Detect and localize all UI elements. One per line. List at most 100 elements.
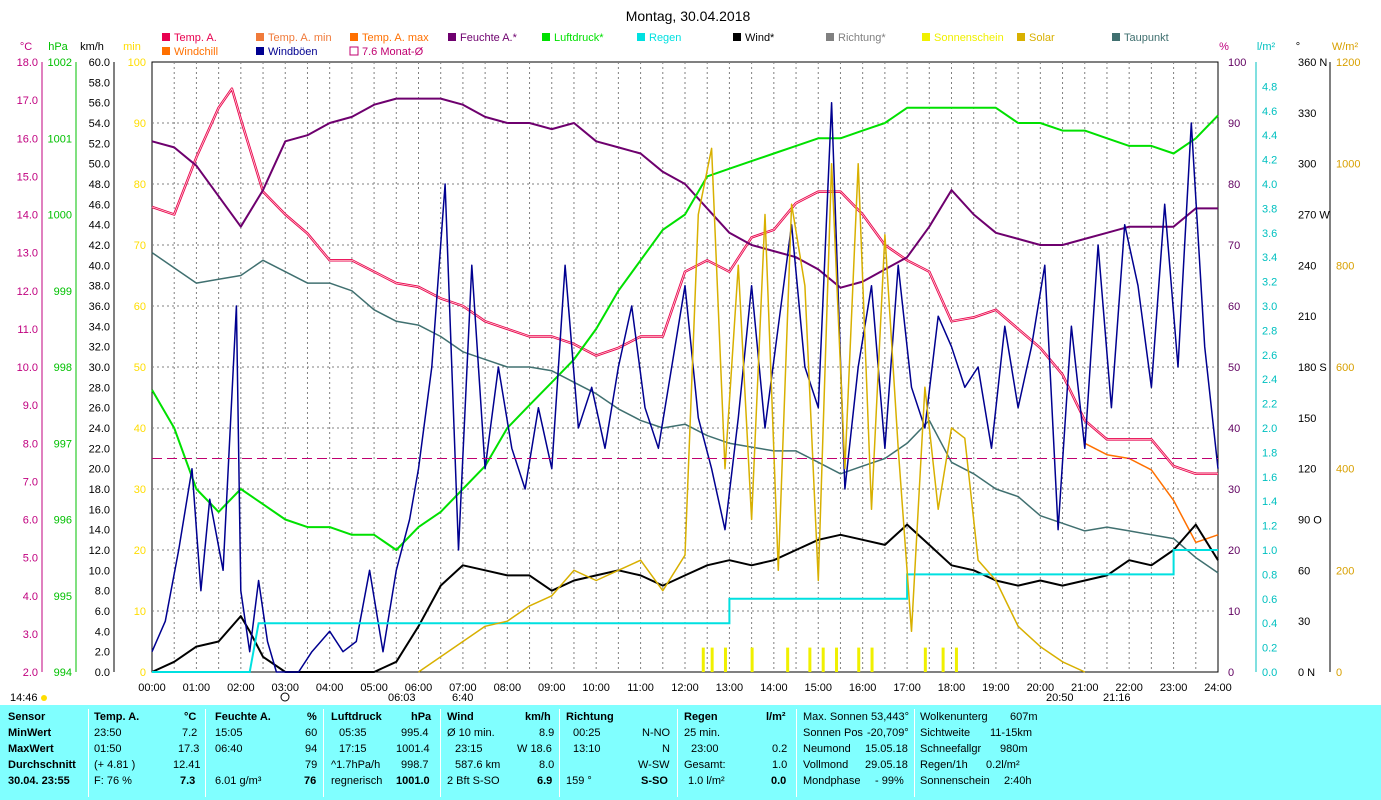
tick-wm2: 600: [1336, 362, 1354, 374]
press-max-value: 1001.4: [396, 743, 430, 755]
axis-unit: hPa: [48, 41, 68, 53]
marker-left-time: 14:46: [10, 692, 38, 704]
tick-hpa: 1001: [48, 133, 72, 145]
legend-swatch: [733, 33, 741, 41]
tick-time: 20:00: [1027, 682, 1055, 694]
tick-time: 19:00: [982, 682, 1010, 694]
tick-pct: 100: [1228, 57, 1246, 69]
tick-temp: 15.0: [17, 171, 38, 183]
sun-r3a: Neumond: [803, 743, 851, 755]
tick-lm2: 2.0: [1262, 423, 1277, 435]
tick-lm2: 0.8: [1262, 569, 1277, 581]
legend-swatch: [1017, 33, 1025, 41]
axis-unit: W/m²: [1332, 41, 1359, 53]
sunshine-bar: [786, 647, 790, 672]
press-min-time: 05:35: [339, 727, 367, 739]
tick-temp: 6.0: [23, 515, 38, 527]
tick-kmh: 0.0: [95, 667, 110, 679]
temp-min-value: 7.2: [182, 727, 198, 739]
tick-temp: 10.0: [17, 362, 38, 374]
temp-max-time: 01:50: [94, 743, 122, 755]
wind-unit: km/h: [525, 711, 551, 723]
tick-deg: 180 S: [1298, 362, 1327, 374]
hum-min-time: 15:05: [215, 727, 243, 739]
misc-r2a: Sichtweite: [920, 727, 971, 739]
sensor-header: Sensor: [8, 711, 46, 723]
tick-pct: 50: [1228, 362, 1240, 374]
tick-kmh: 16.0: [89, 504, 110, 516]
legend-label: Richtung*: [838, 32, 886, 44]
tick-lm2: 1.8: [1262, 447, 1277, 459]
tick-kmh: 2.0: [95, 647, 110, 659]
legend-label: Regen: [649, 32, 681, 44]
tick-kmh: 46.0: [89, 199, 110, 211]
legend-swatch: [542, 33, 550, 41]
tick-kmh: 52.0: [89, 138, 110, 150]
sun-r1b: 53,443°: [871, 711, 910, 723]
axes: 18.0 17.0 16.0 15.0 14.0 13.0 12.0 11.0 10.0 9.0 8…: [17, 57, 1361, 694]
tick-temp: 9.0: [23, 400, 38, 412]
misc-r5a: Sonnenschein: [920, 775, 990, 787]
divider: [205, 709, 206, 797]
sunshine-bar: [954, 647, 958, 672]
tick-kmh: 56.0: [89, 98, 110, 110]
series-windchill: [1084, 442, 1219, 544]
series-layer: [151, 87, 1219, 673]
wind-r1b: 8.9: [539, 727, 555, 739]
temp-avg-value: 12.41: [173, 759, 201, 771]
tick-min: 0: [140, 667, 146, 679]
hum-header: Feuchte A.: [215, 711, 271, 723]
wind-r3b: 8.0: [539, 759, 555, 771]
tick-temp: 2.0: [23, 667, 38, 679]
temp-feel-value: 7.3: [180, 775, 196, 787]
legend-swatch: [349, 46, 359, 56]
series-feuchte-a: [151, 97, 1218, 289]
legend-swatch: [350, 33, 358, 41]
tick-min: 100: [128, 57, 146, 69]
tick-temp: 12.0: [17, 286, 38, 298]
legend-label: Luftdruck*: [554, 32, 604, 44]
tick-deg: 0 N: [1298, 667, 1315, 679]
legend-label: Taupunkt: [1124, 32, 1169, 44]
tick-hpa: 997: [54, 438, 72, 450]
tick-min: 40: [134, 423, 146, 435]
tick-temp: 14.0: [17, 210, 38, 222]
tick-lm2: 3.6: [1262, 228, 1277, 240]
tick-temp: 3.0: [23, 629, 38, 641]
legend-swatch: [256, 33, 264, 41]
tick-kmh: 32.0: [89, 342, 110, 354]
wind-r4b: 6.9: [537, 775, 553, 787]
misc-r3a: Schneefallgr: [920, 743, 982, 755]
tick-kmh: 8.0: [95, 586, 110, 598]
hum-avg-value: 79: [305, 759, 318, 771]
tick-kmh: 36.0: [89, 301, 110, 313]
legend-swatch: [256, 47, 264, 55]
tick-pct: 30: [1228, 484, 1240, 496]
press-condition: regnerisch: [331, 775, 383, 787]
legend-swatch: [922, 33, 930, 41]
tick-kmh: 50.0: [89, 159, 110, 171]
rain-r2b: 0.2: [772, 743, 788, 755]
tick-pct: 0: [1228, 667, 1234, 679]
rain-r3b: 1.0: [772, 759, 788, 771]
sun-r3b: 15.05.18: [865, 743, 908, 755]
legend-label: Solar: [1029, 32, 1055, 44]
row-avg: Durchschnitt: [8, 759, 76, 771]
tick-lm2: 0.2: [1262, 643, 1277, 655]
press-min-value: 995.4: [401, 727, 429, 739]
tick-hpa: 998: [54, 362, 72, 374]
rain-r2a: 23:00: [691, 743, 719, 755]
sunshine-bar: [941, 647, 945, 672]
tick-time: 21:00: [1071, 682, 1099, 694]
axis-unit: min: [123, 41, 141, 53]
tick-temp: 18.0: [17, 57, 38, 69]
tick-deg: 300: [1298, 159, 1316, 171]
tick-lm2: 2.2: [1262, 399, 1277, 411]
sunshine-bar: [701, 647, 705, 672]
dir-header: Richtung: [566, 711, 614, 723]
tick-lm2: 2.6: [1262, 350, 1277, 362]
tick-kmh: 42.0: [89, 240, 110, 252]
tick-temp: 8.0: [23, 438, 38, 450]
wind-header: Wind: [447, 711, 474, 723]
sun-r2b: -20,709°: [867, 727, 909, 739]
